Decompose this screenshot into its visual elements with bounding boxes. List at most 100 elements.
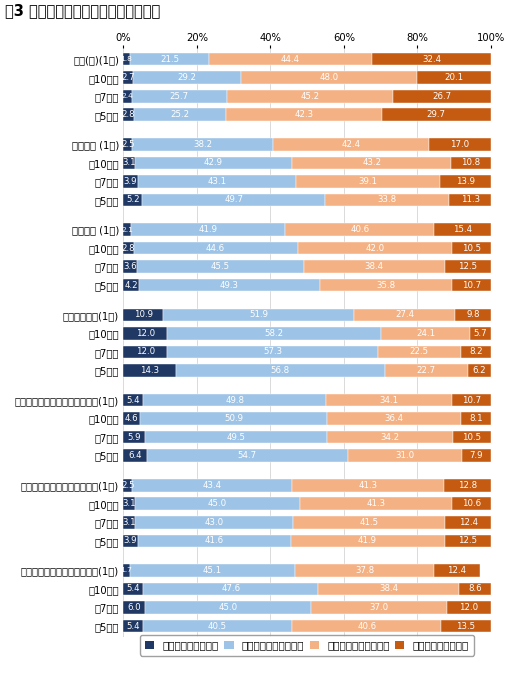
Text: 3.1: 3.1 [122,518,136,527]
Text: 2.5: 2.5 [121,481,135,490]
Bar [241,71,417,84]
Bar [167,346,378,358]
Bar [451,157,491,169]
Text: 56.8: 56.8 [271,366,290,375]
Bar [133,138,273,150]
Text: 5.4: 5.4 [126,584,140,594]
Text: 12.5: 12.5 [458,536,477,545]
Text: 6.2: 6.2 [473,366,486,375]
Bar [123,241,134,254]
Bar [123,620,143,632]
Bar [147,449,348,462]
Text: 44.6: 44.6 [206,244,225,253]
Text: 8.6: 8.6 [468,584,482,594]
Bar [429,138,491,150]
Bar [123,412,140,425]
Bar [135,516,293,528]
Bar [123,194,142,206]
Bar [123,601,146,614]
Text: 図3 様々な社会経済システムの信頼性: 図3 様々な社会経済システムの信頼性 [5,4,161,18]
Text: 58.2: 58.2 [265,329,284,338]
Text: 10.9: 10.9 [134,310,153,319]
Text: 45.2: 45.2 [300,92,319,101]
Text: 34.2: 34.2 [380,433,399,442]
Bar [134,241,297,254]
Bar [451,393,491,406]
Bar [133,71,241,84]
Text: 12.0: 12.0 [136,347,155,356]
Bar [434,223,491,236]
Text: 3.9: 3.9 [124,177,137,186]
Text: 25.2: 25.2 [171,110,189,119]
Bar [123,90,132,102]
Bar [123,449,147,462]
Text: 3.1: 3.1 [122,499,136,508]
Bar [449,194,491,206]
Text: 24.1: 24.1 [416,329,435,338]
Text: 12.0: 12.0 [459,603,478,612]
Bar [434,564,480,577]
Text: 41.3: 41.3 [358,481,378,490]
Text: 41.9: 41.9 [358,536,377,545]
Text: 37.8: 37.8 [355,566,374,575]
Text: 2.4: 2.4 [122,93,134,99]
Text: 8.2: 8.2 [469,347,483,356]
Text: 32.4: 32.4 [422,55,441,64]
Bar [304,260,445,273]
Bar [348,449,462,462]
Text: 31.0: 31.0 [395,451,414,460]
Text: 12.8: 12.8 [458,481,477,490]
Bar [452,498,491,510]
Bar [292,157,451,169]
Text: 13.9: 13.9 [456,177,475,186]
Bar [378,346,461,358]
Text: 2.7: 2.7 [122,74,135,82]
Text: 35.8: 35.8 [376,281,395,290]
Text: 27.4: 27.4 [395,310,414,319]
Text: 17.0: 17.0 [450,140,470,149]
Text: 10.7: 10.7 [462,395,481,405]
Bar [143,620,292,632]
Text: 41.5: 41.5 [359,518,379,527]
Text: 45.0: 45.0 [218,603,238,612]
Bar [311,601,447,614]
Text: 38.4: 38.4 [379,584,398,594]
Bar [381,327,470,340]
Bar [123,327,167,340]
Text: 54.7: 54.7 [238,451,257,460]
Bar [296,175,440,188]
Bar [273,138,429,150]
Bar [123,223,131,236]
Text: 10.7: 10.7 [462,281,481,290]
Text: 1.7: 1.7 [121,568,133,573]
Text: 12.5: 12.5 [458,262,477,271]
Text: 12.0: 12.0 [136,329,155,338]
Bar [123,430,145,443]
Text: 2.1: 2.1 [121,227,133,232]
Text: 43.4: 43.4 [203,481,222,490]
Bar [209,53,372,66]
Bar [385,364,468,377]
Legend: 大いに信頼している, まずまず信頼している, あまり信頼していない, 全く信頼していない: 大いに信頼している, まずまず信頼している, あまり信頼していない, 全く信頼し… [140,635,474,655]
Bar [417,71,491,84]
Text: 3.9: 3.9 [124,536,137,545]
Text: 49.7: 49.7 [224,195,243,204]
Bar [444,479,491,491]
Text: 10.5: 10.5 [462,433,482,442]
Bar [143,393,326,406]
Bar [131,223,285,236]
Bar [134,108,226,121]
Bar [135,157,292,169]
Bar [123,108,134,121]
Bar [123,71,133,84]
Text: 42.0: 42.0 [365,244,384,253]
Text: 36.4: 36.4 [385,414,404,423]
Text: 34.1: 34.1 [379,395,398,405]
Text: 5.7: 5.7 [474,329,487,338]
Bar [291,535,445,547]
Text: 7.9: 7.9 [470,451,483,460]
Text: 41.3: 41.3 [367,499,385,508]
Text: 33.8: 33.8 [378,195,397,204]
Text: 48.0: 48.0 [319,74,339,82]
Bar [138,535,291,547]
